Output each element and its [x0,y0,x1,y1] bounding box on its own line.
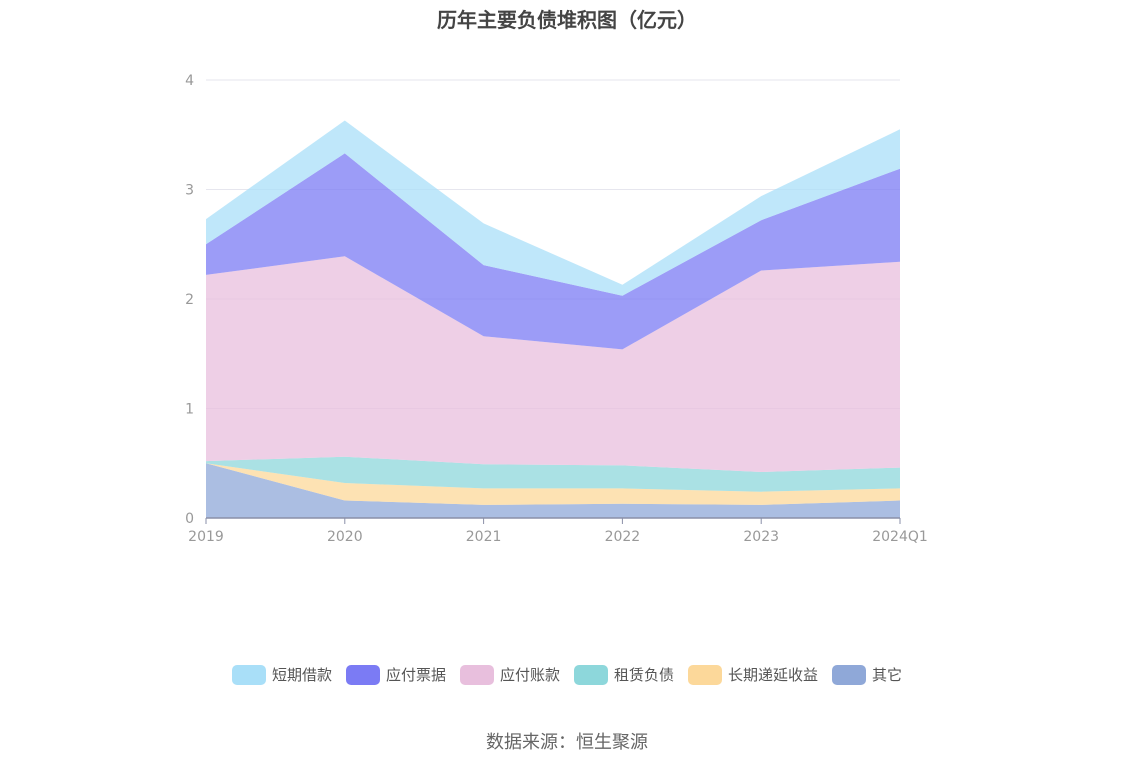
x-tick-label: 2024Q1 [872,529,928,545]
x-tick-label: 2023 [743,529,779,545]
series-area-其它 [206,463,900,518]
series-area-租赁负债 [206,456,900,492]
legend-swatch [231,664,266,685]
series-area-长期递延收益 [206,463,900,505]
stacked-area-chart: 0 1 2 3 4 2019 2020 2021 2022 2023 2024Q1 [185,73,928,545]
x-tick-label: 2021 [466,529,502,545]
legend-swatch [459,664,494,685]
legend-label: 租赁负债 [614,666,675,684]
legend-item[interactable]: 长期递延收益 [688,664,818,685]
legend-label: 应付账款 [499,666,560,684]
x-tick-label: 2022 [605,529,641,545]
legend-label: 应付票据 [385,666,446,684]
legend-swatch [345,664,380,685]
y-tick-label: 1 [185,402,194,418]
legend-label: 短期借款 [271,666,332,684]
series-area-短期借款 [206,120,900,296]
y-tick-label: 0 [185,511,194,527]
legend-label: 其它 [872,666,903,684]
y-tick-label: 4 [185,73,194,89]
legend-item[interactable]: 短期借款 [231,664,332,685]
y-tick-label: 2 [185,292,194,308]
legend-item[interactable]: 应付账款 [459,664,560,685]
legend-item[interactable]: 租赁负债 [574,664,674,685]
chart-title: 历年主要负债堆积图（亿元） [437,8,697,32]
legend-label: 长期递延收益 [728,666,819,684]
data-source-note: 数据来源：恒生聚源 [486,732,648,753]
legend-swatch [688,664,723,685]
legend-swatch [574,664,608,685]
x-tick-label: 2019 [188,529,224,545]
chart-legend: 短期借款 应付票据 应付账款 租赁负债 长期递延收益 其它 [0,664,1134,685]
legend-item[interactable]: 应付票据 [345,664,446,685]
x-tick-label: 2020 [327,529,363,545]
y-tick-label: 3 [185,183,194,199]
series-area-应付账款 [206,256,900,472]
legend-swatch [832,664,867,685]
series-area-应付票据 [206,153,900,350]
legend-item[interactable]: 其它 [832,664,902,685]
